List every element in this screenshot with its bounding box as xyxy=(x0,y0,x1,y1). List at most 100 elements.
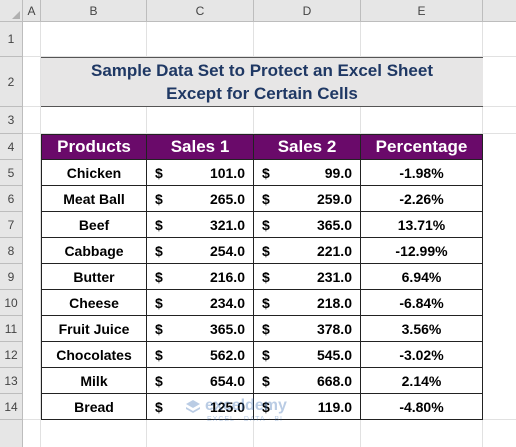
header-percentage[interactable]: Percentage xyxy=(361,134,483,160)
sales-2-value: 259.0 xyxy=(316,190,352,207)
sales-2-value: 545.0 xyxy=(316,346,352,363)
sales-1-value: 254.0 xyxy=(209,242,245,259)
sales-1-value: 125.0 xyxy=(209,398,245,415)
header-sales-1[interactable]: Sales 1 xyxy=(147,134,254,160)
percentage-cell[interactable]: -1.98% xyxy=(361,160,483,186)
gridline xyxy=(40,22,41,447)
product-cell[interactable]: Cheese xyxy=(41,290,147,316)
sales-1-value: 321.0 xyxy=(209,216,245,233)
gridline xyxy=(23,56,516,57)
row-header-13[interactable]: 13 xyxy=(0,368,23,394)
sales-1-value: 101.0 xyxy=(209,164,245,181)
sales-2-cell[interactable]: $259.0 xyxy=(254,186,361,212)
row-header-15[interactable] xyxy=(0,420,23,447)
select-all-corner[interactable] xyxy=(0,0,23,22)
sales-2-cell[interactable]: $218.0 xyxy=(254,290,361,316)
column-header-b[interactable]: B xyxy=(41,0,147,22)
row-header-9[interactable]: 9 xyxy=(0,264,23,290)
product-cell[interactable]: Bread xyxy=(41,394,147,420)
product-cell[interactable]: Milk xyxy=(41,368,147,394)
sales-1-value: 654.0 xyxy=(209,372,245,389)
row-header-8[interactable]: 8 xyxy=(0,238,23,264)
sheet-title[interactable]: Sample Data Set to Protect an Excel Shee… xyxy=(41,57,483,107)
table-row: Milk $654.0 $668.0 2.14% xyxy=(41,368,483,394)
sales-2-cell[interactable]: $231.0 xyxy=(254,264,361,290)
sales-2-cell[interactable]: $365.0 xyxy=(254,212,361,238)
row-header-4[interactable]: 4 xyxy=(0,134,23,160)
row-header-3[interactable]: 3 xyxy=(0,107,23,134)
row-header-6[interactable]: 6 xyxy=(0,186,23,212)
column-header-c[interactable]: C xyxy=(147,0,254,22)
sales-1-value: 562.0 xyxy=(209,346,245,363)
column-header-f[interactable] xyxy=(483,0,516,22)
sales-2-cell[interactable]: $668.0 xyxy=(254,368,361,394)
sales-2-value: 221.0 xyxy=(316,242,352,259)
percentage-cell[interactable]: 13.71% xyxy=(361,212,483,238)
header-products[interactable]: Products xyxy=(41,134,147,160)
sales-2-value: 231.0 xyxy=(316,268,352,285)
row-header-7[interactable]: 7 xyxy=(0,212,23,238)
row-header-14[interactable]: 14 xyxy=(0,394,23,420)
product-cell[interactable]: Fruit Juice xyxy=(41,316,147,342)
row-header-10[interactable]: 10 xyxy=(0,290,23,316)
percentage-cell[interactable]: -2.26% xyxy=(361,186,483,212)
currency-symbol: $ xyxy=(262,190,270,207)
sales-1-cell[interactable]: $216.0 xyxy=(147,264,254,290)
percentage-cell[interactable]: -4.80% xyxy=(361,394,483,420)
sales-2-cell[interactable]: $545.0 xyxy=(254,342,361,368)
column-header-d[interactable]: D xyxy=(254,0,361,22)
product-cell[interactable]: Butter xyxy=(41,264,147,290)
sales-1-cell[interactable]: $254.0 xyxy=(147,238,254,264)
sales-1-cell[interactable]: $101.0 xyxy=(147,160,254,186)
sales-2-cell[interactable]: $221.0 xyxy=(254,238,361,264)
sales-1-cell[interactable]: $562.0 xyxy=(147,342,254,368)
sales-2-value: 668.0 xyxy=(316,372,352,389)
sales-2-cell[interactable]: $378.0 xyxy=(254,316,361,342)
row-header-12[interactable]: 12 xyxy=(0,342,23,368)
sales-2-cell[interactable]: $119.0 xyxy=(254,394,361,420)
currency-symbol: $ xyxy=(262,268,270,285)
currency-symbol: $ xyxy=(262,372,270,389)
product-cell[interactable]: Chocolates xyxy=(41,342,147,368)
sales-1-cell[interactable]: $265.0 xyxy=(147,186,254,212)
product-cell[interactable]: Beef xyxy=(41,212,147,238)
currency-symbol: $ xyxy=(262,320,270,337)
table-row: Chicken $101.0 $99.0 -1.98% xyxy=(41,160,483,186)
percentage-cell[interactable]: -3.02% xyxy=(361,342,483,368)
percentage-cell[interactable]: -6.84% xyxy=(361,290,483,316)
row-header-11[interactable]: 11 xyxy=(0,316,23,342)
sales-1-cell[interactable]: $654.0 xyxy=(147,368,254,394)
currency-symbol: $ xyxy=(155,242,163,259)
currency-symbol: $ xyxy=(155,346,163,363)
percentage-cell[interactable]: -12.99% xyxy=(361,238,483,264)
percentage-cell[interactable]: 2.14% xyxy=(361,368,483,394)
currency-symbol: $ xyxy=(262,294,270,311)
currency-symbol: $ xyxy=(155,268,163,285)
table-row: Cabbage $254.0 $221.0 -12.99% xyxy=(41,238,483,264)
sales-1-cell[interactable]: $365.0 xyxy=(147,316,254,342)
row-header-1[interactable]: 1 xyxy=(0,22,23,57)
column-header-e[interactable]: E xyxy=(361,0,483,22)
sales-2-cell[interactable]: $99.0 xyxy=(254,160,361,186)
percentage-cell[interactable]: 3.56% xyxy=(361,316,483,342)
table-row: Meat Ball $265.0 $259.0 -2.26% xyxy=(41,186,483,212)
title-line-2: Except for Certain Cells xyxy=(166,84,358,103)
currency-symbol: $ xyxy=(262,346,270,363)
percentage-cell[interactable]: 6.94% xyxy=(361,264,483,290)
sales-1-cell[interactable]: $125.0 xyxy=(147,394,254,420)
product-cell[interactable]: Meat Ball xyxy=(41,186,147,212)
sales-1-cell[interactable]: $234.0 xyxy=(147,290,254,316)
row-header-5[interactable]: 5 xyxy=(0,160,23,186)
sales-2-value: 119.0 xyxy=(317,398,352,415)
table-row: Beef $321.0 $365.0 13.71% xyxy=(41,212,483,238)
sales-1-cell[interactable]: $321.0 xyxy=(147,212,254,238)
sales-2-value: 365.0 xyxy=(316,216,352,233)
column-header-a[interactable]: A xyxy=(23,0,41,22)
product-cell[interactable]: Chicken xyxy=(41,160,147,186)
gridline xyxy=(23,133,516,134)
row-header-2[interactable]: 2 xyxy=(0,57,23,107)
sales-1-value: 216.0 xyxy=(209,268,245,285)
header-sales-2[interactable]: Sales 2 xyxy=(254,134,361,160)
product-cell[interactable]: Cabbage xyxy=(41,238,147,264)
currency-symbol: $ xyxy=(155,164,163,181)
